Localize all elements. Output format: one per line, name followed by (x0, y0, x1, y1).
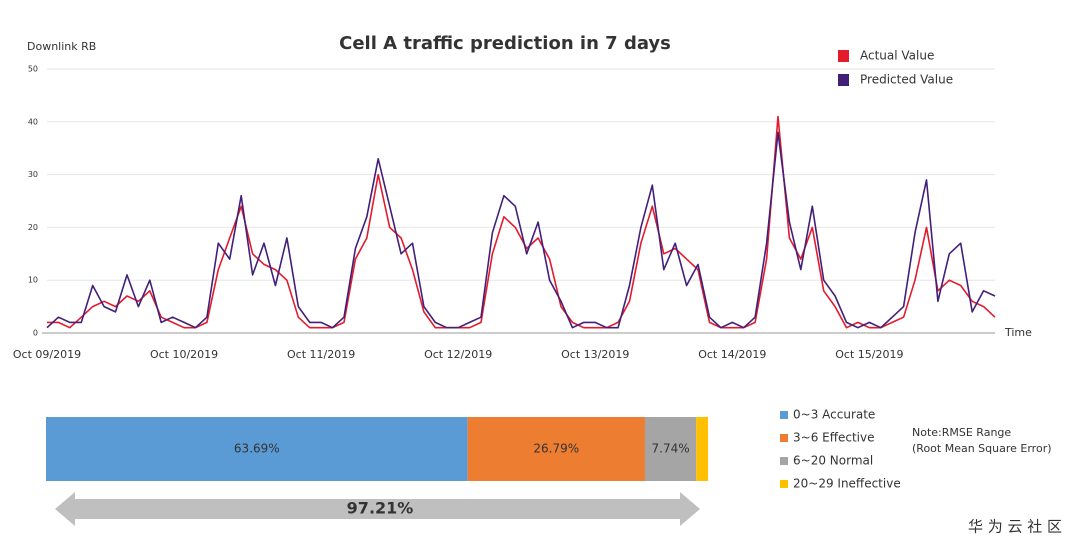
span-label: 97.21% (347, 499, 414, 518)
chart-title: Cell A traffic prediction in 7 days (339, 33, 671, 54)
bar-label: 26.79% (533, 442, 579, 456)
legend-swatch (780, 411, 788, 419)
legend-swatch (780, 480, 788, 488)
bar-label: 63.69% (234, 442, 280, 456)
legend-label: 20~29 Ineffective (793, 477, 901, 491)
series-line (46, 131, 996, 329)
y-tick-label: 40 (28, 117, 38, 126)
bar-label: 7.74% (652, 442, 690, 456)
x-tick-label: Oct 15/2019 (835, 348, 903, 361)
legend-label: Predicted Value (860, 73, 953, 87)
bar-segment (467, 417, 645, 481)
note: Note:RMSE Range (912, 426, 1011, 439)
x-axis-label: Time (1004, 326, 1032, 339)
y-tick-label: 30 (28, 170, 38, 179)
x-tick-label: Oct 11/2019 (287, 348, 355, 361)
x-tick-label: Oct 14/2019 (698, 348, 766, 361)
x-tick-label: Oct 09/2019 (13, 348, 81, 361)
x-tick-label: Oct 10/2019 (150, 348, 218, 361)
legend-swatch (838, 50, 849, 62)
series-line (47, 115, 996, 329)
y-tick-label: 20 (28, 223, 38, 232)
bar-segment (46, 417, 468, 481)
bar-segment (644, 417, 697, 481)
y-tick-label: 50 (28, 65, 38, 74)
legend-label: 6~20 Normal (793, 454, 873, 468)
y-tick-label: 0 (33, 329, 38, 338)
y-axis-label: Downlink RB (27, 40, 96, 53)
legend-label: 3~6 Effective (793, 431, 875, 445)
legend-swatch (838, 74, 849, 86)
span-arrow (55, 492, 700, 526)
legend-label: Actual Value (860, 49, 934, 63)
legend-swatch (780, 434, 788, 442)
x-tick-label: Oct 12/2019 (424, 348, 492, 361)
legend-label: 0~3 Accurate (793, 408, 875, 422)
x-tick-label: Oct 13/2019 (561, 348, 629, 361)
note: (Root Mean Square Error) (912, 442, 1052, 455)
y-tick-label: 10 (28, 276, 38, 285)
watermark: 华 为 云 社 区 (968, 518, 1062, 536)
bar-segment (696, 417, 708, 481)
legend-swatch (780, 457, 788, 465)
